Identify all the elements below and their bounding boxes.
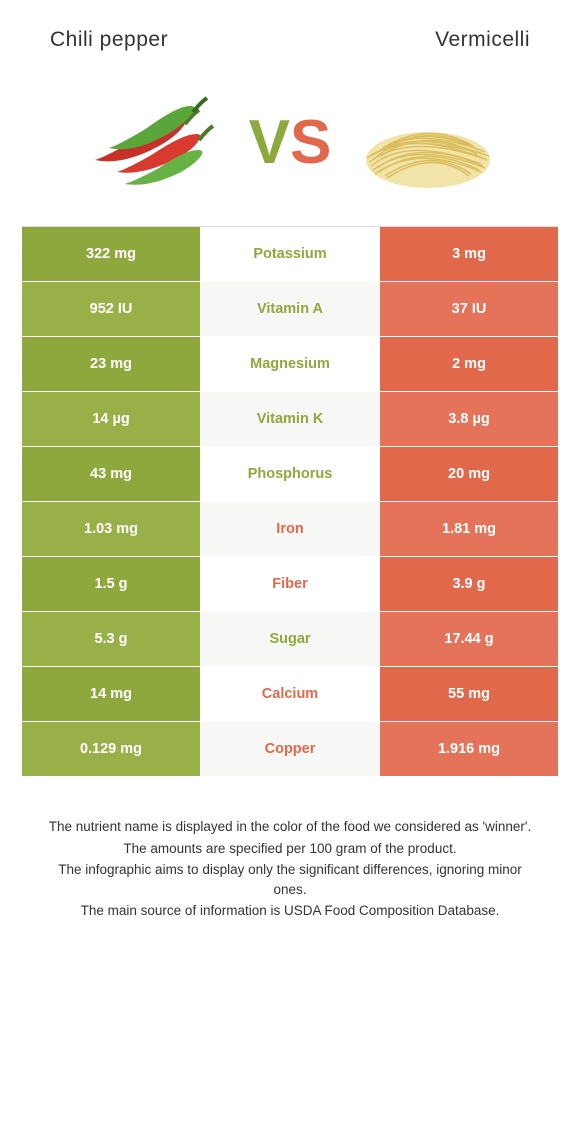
table-row: 14 µgVitamin K3.8 µg xyxy=(22,392,558,447)
nutrient-table: 322 mgPotassium3 mg952 IUVitamin A37 IU2… xyxy=(22,226,558,777)
left-value: 5.3 g xyxy=(22,612,200,666)
table-row: 1.03 mgIron1.81 mg xyxy=(22,502,558,557)
vs-label: VS xyxy=(249,112,332,174)
left-value: 0.129 mg xyxy=(22,722,200,776)
nutrient-name: Potassium xyxy=(200,227,380,281)
left-value: 14 µg xyxy=(22,392,200,446)
left-value: 1.03 mg xyxy=(22,502,200,556)
right-value: 1.81 mg xyxy=(380,502,558,556)
right-food-image xyxy=(353,88,503,198)
right-value: 55 mg xyxy=(380,667,558,721)
footnote-line: The infographic aims to display only the… xyxy=(40,860,540,899)
table-row: 43 mgPhosphorus20 mg xyxy=(22,447,558,502)
table-row: 0.129 mgCopper1.916 mg xyxy=(22,722,558,777)
nutrient-name: Vitamin A xyxy=(200,282,380,336)
right-value: 20 mg xyxy=(380,447,558,501)
right-value: 17.44 g xyxy=(380,612,558,666)
vs-v: V xyxy=(249,112,290,174)
nutrient-name: Iron xyxy=(200,502,380,556)
table-row: 23 mgMagnesium2 mg xyxy=(22,337,558,392)
nutrient-name: Magnesium xyxy=(200,337,380,391)
vs-row: VS xyxy=(0,70,580,226)
footnote-line: The amounts are specified per 100 gram o… xyxy=(40,839,540,859)
nutrient-name: Copper xyxy=(200,722,380,776)
table-row: 14 mgCalcium55 mg xyxy=(22,667,558,722)
vs-s: S xyxy=(290,112,331,174)
left-value: 952 IU xyxy=(22,282,200,336)
left-value: 1.5 g xyxy=(22,557,200,611)
right-value: 1.916 mg xyxy=(380,722,558,776)
nutrient-name: Vitamin K xyxy=(200,392,380,446)
left-food-title: Chili pepper xyxy=(50,28,168,52)
nutrient-name: Phosphorus xyxy=(200,447,380,501)
table-row: 322 mgPotassium3 mg xyxy=(22,227,558,282)
left-food-image xyxy=(77,88,227,198)
left-value: 23 mg xyxy=(22,337,200,391)
table-row: 952 IUVitamin A37 IU xyxy=(22,282,558,337)
nutrient-name: Fiber xyxy=(200,557,380,611)
nutrient-name: Calcium xyxy=(200,667,380,721)
right-value: 3 mg xyxy=(380,227,558,281)
footnote-line: The nutrient name is displayed in the co… xyxy=(40,817,540,837)
right-value: 2 mg xyxy=(380,337,558,391)
right-value: 3.8 µg xyxy=(380,392,558,446)
footnote: The nutrient name is displayed in the co… xyxy=(40,817,540,921)
left-value: 322 mg xyxy=(22,227,200,281)
table-row: 5.3 gSugar17.44 g xyxy=(22,612,558,667)
left-value: 14 mg xyxy=(22,667,200,721)
table-row: 1.5 gFiber3.9 g xyxy=(22,557,558,612)
header: Chili pepper Vermicelli xyxy=(0,0,580,70)
right-value: 37 IU xyxy=(380,282,558,336)
right-value: 3.9 g xyxy=(380,557,558,611)
right-food-title: Vermicelli xyxy=(435,28,530,52)
footnote-line: The main source of information is USDA F… xyxy=(40,901,540,921)
nutrient-name: Sugar xyxy=(200,612,380,666)
left-value: 43 mg xyxy=(22,447,200,501)
